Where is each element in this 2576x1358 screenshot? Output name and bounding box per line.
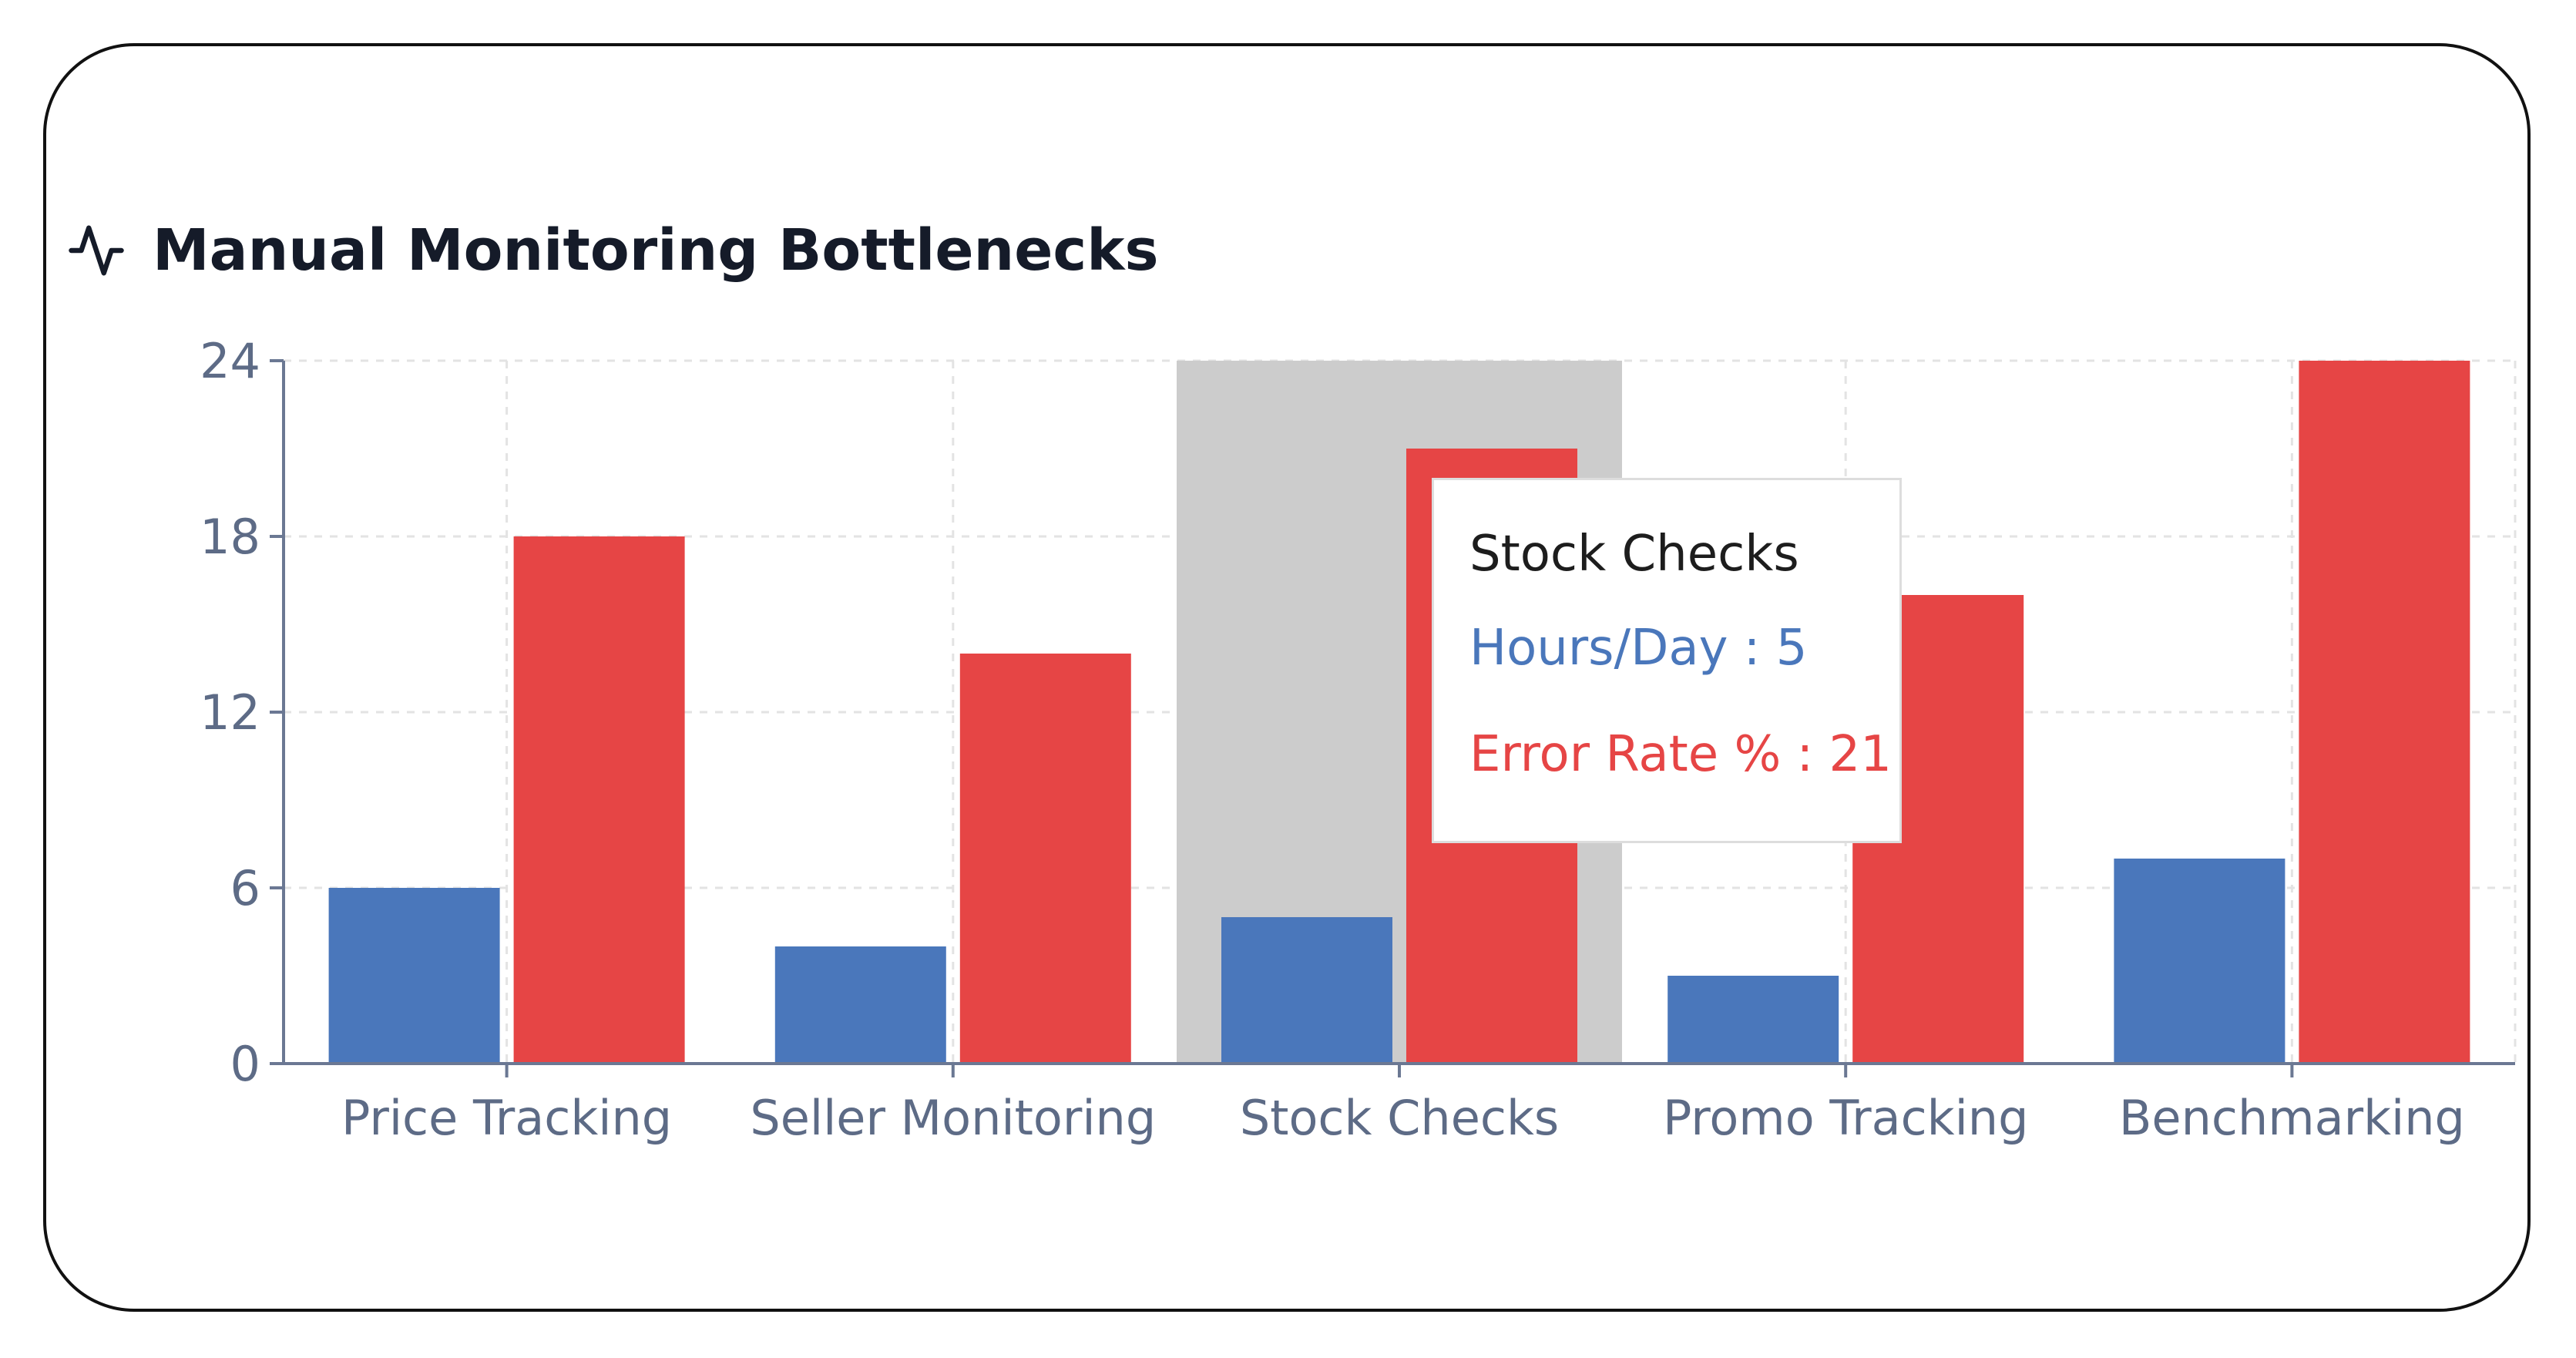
tooltip-error-label: Error Rate % xyxy=(1469,726,1782,783)
bar-hours-per-day xyxy=(1221,917,1392,1064)
tooltip-hours-value: 5 xyxy=(1775,620,1808,677)
bar-hours-per-day xyxy=(328,888,500,1064)
tooltip-hours-line: Hours/Day : 5 xyxy=(1469,620,1808,677)
chart-header: Manual Monitoring Bottlenecks xyxy=(66,208,1159,293)
y-tick-label: 18 xyxy=(200,509,260,565)
x-tick-label: Price Tracking xyxy=(341,1090,672,1146)
bar-hours-per-day xyxy=(2114,859,2285,1064)
bar-error-rate xyxy=(2299,361,2470,1064)
x-tick-label: Stock Checks xyxy=(1240,1090,1559,1146)
y-tick-label: 0 xyxy=(230,1036,260,1092)
y-tick-label: 12 xyxy=(200,684,260,741)
x-tick-label: Benchmarking xyxy=(2119,1090,2465,1146)
bar-hours-per-day xyxy=(774,946,946,1064)
chart-title: Manual Monitoring Bottlenecks xyxy=(153,217,1159,284)
chart-tooltip: Stock Checks Hours/Day : 5 Error Rate % … xyxy=(1432,478,1902,843)
tooltip-title: Stock Checks xyxy=(1469,526,1799,583)
tooltip-hours-label: Hours/Day xyxy=(1469,620,1728,677)
activity-icon xyxy=(69,225,124,276)
tooltip-error-line: Error Rate % : 21 xyxy=(1469,726,1892,783)
bar-error-rate xyxy=(959,654,1131,1064)
x-tick-label: Seller Monitoring xyxy=(750,1090,1156,1146)
y-tick-label: 6 xyxy=(230,860,260,916)
x-tick-label: Promo Tracking xyxy=(1663,1090,2029,1146)
bar-error-rate xyxy=(513,536,685,1064)
tooltip-error-value: 21 xyxy=(1829,726,1892,783)
y-tick-label: 24 xyxy=(200,333,260,389)
bar-hours-per-day xyxy=(1668,976,1839,1064)
